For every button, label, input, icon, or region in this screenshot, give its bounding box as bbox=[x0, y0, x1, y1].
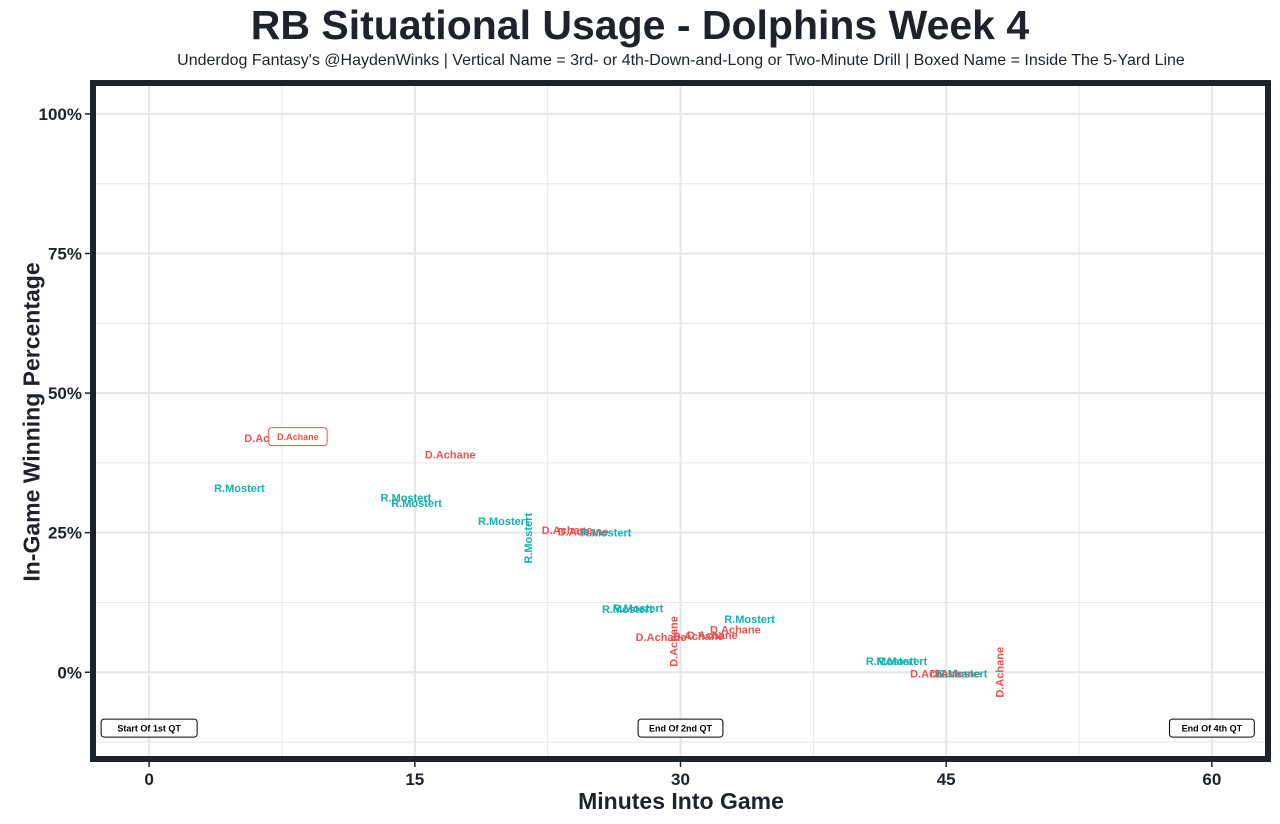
point-label: D.Achane bbox=[425, 450, 476, 462]
annotation-text: End Of 4th QT bbox=[1182, 724, 1243, 734]
y-tick-label: 75% bbox=[48, 245, 82, 264]
point-label: D.Achane bbox=[910, 668, 961, 680]
point-label: R.Mostert bbox=[581, 528, 632, 540]
x-axis-title: Minutes Into Game bbox=[578, 788, 784, 814]
x-tick-label: 15 bbox=[405, 770, 424, 789]
chart-subtitle: Underdog Fantasy's @HaydenWinks | Vertic… bbox=[177, 52, 1185, 69]
point-label: D.Achane bbox=[673, 631, 724, 643]
point-label: R.Mostert bbox=[613, 603, 664, 615]
point-label: D.Achane bbox=[687, 630, 738, 642]
x-tick-label: 60 bbox=[1202, 770, 1221, 789]
annotation-box bbox=[637, 718, 724, 738]
point-label: R.Mostert bbox=[866, 656, 917, 668]
point-label: R.Mostert bbox=[724, 614, 775, 626]
point-label: D.Achane bbox=[930, 668, 981, 680]
point-label: R.Mostert bbox=[391, 498, 442, 510]
point-label: D.Achane bbox=[710, 624, 761, 636]
y-tick-label: 25% bbox=[48, 524, 82, 543]
quarter-annotation: End Of 4th QT bbox=[1168, 718, 1255, 738]
y-tick-label: 100% bbox=[39, 105, 82, 124]
point-label-vertical: R.Mostert bbox=[523, 513, 535, 564]
point-label: D.Achane bbox=[636, 632, 687, 644]
point-label: R.Mostert bbox=[877, 656, 928, 668]
point-label: D.Achane bbox=[542, 525, 593, 537]
point-label-boxed: D.Achane bbox=[268, 427, 328, 447]
point-label: R.Mostert bbox=[478, 516, 529, 528]
point-label: D.Achane bbox=[558, 527, 609, 539]
chart-title: RB Situational Usage - Dolphins Week 4 bbox=[250, 2, 1030, 48]
point-label: D.Achane bbox=[277, 432, 319, 442]
annotation-box bbox=[1168, 718, 1255, 738]
quarter-annotation: End Of 2nd QT bbox=[637, 718, 724, 738]
x-tick-label: 45 bbox=[937, 770, 956, 789]
y-tick-label: 0% bbox=[57, 663, 82, 682]
quarter-annotations: Start Of 1st QT End Of 2nd QT End Of 4th Q… bbox=[100, 718, 1255, 738]
point-label-vertical: D.Achane bbox=[994, 647, 1006, 698]
point-label: R.Mostert bbox=[381, 492, 432, 504]
point-label: R.Mostert bbox=[214, 483, 265, 495]
plot-frame bbox=[90, 80, 1271, 762]
y-tick-label: 50% bbox=[48, 384, 82, 403]
point-label-vertical: D.Achane bbox=[668, 616, 680, 667]
annotation-text: End Of 2nd QT bbox=[649, 724, 712, 734]
y-axis-title: In-Game Winning Percentage bbox=[18, 262, 45, 582]
quarter-annotation: Start Of 1st QT bbox=[100, 718, 198, 738]
annotation-box bbox=[100, 718, 198, 738]
x-tick-label: 30 bbox=[671, 770, 690, 789]
axis-ticks: 0 15 30 45 60 0% 25% 50% 75% 100% bbox=[39, 105, 1222, 789]
annotation-text: Start Of 1st QT bbox=[117, 724, 181, 734]
grid-lines bbox=[96, 86, 1265, 756]
x-tick-label: 0 bbox=[144, 770, 153, 789]
point-label-box bbox=[268, 427, 328, 447]
point-labels: D.AchaneD.AchaneD.AchaneD.AchaneD.Achane… bbox=[214, 427, 1006, 698]
point-label: R.Mostert bbox=[937, 668, 988, 680]
point-label: R.Mostert bbox=[602, 604, 653, 616]
